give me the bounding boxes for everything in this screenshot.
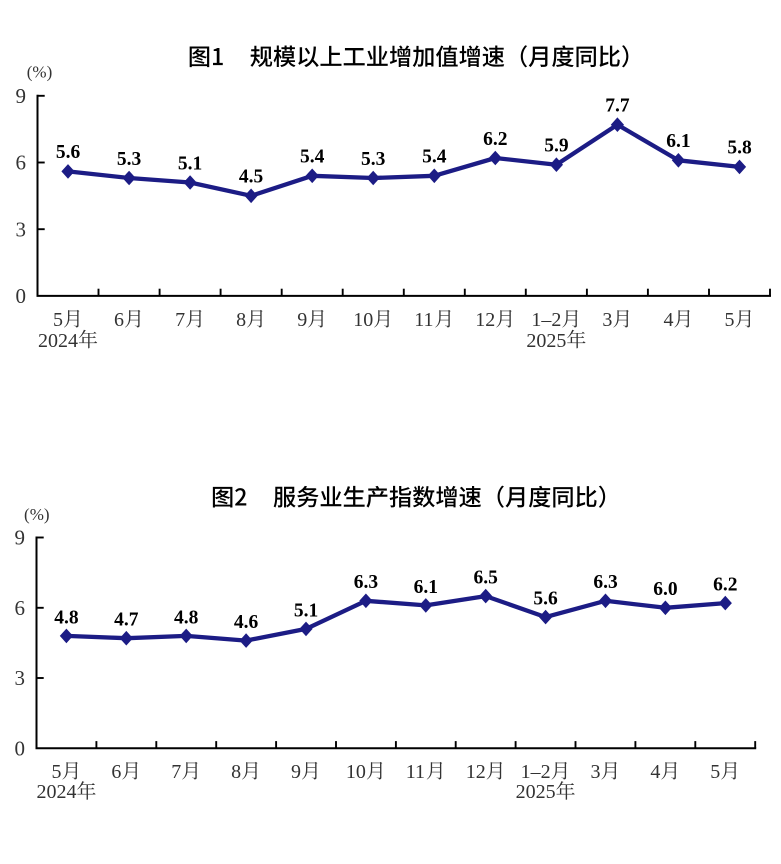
svg-text:6.3: 6.3 [593,572,618,593]
svg-text:8: 8 [231,761,241,783]
svg-text:5.4: 5.4 [422,147,447,168]
svg-text:6.2: 6.2 [483,129,507,150]
svg-text:7.7: 7.7 [605,96,630,117]
svg-text:6: 6 [114,309,124,331]
svg-text:2025: 2025 [526,330,566,352]
svg-text:7: 7 [171,761,181,783]
svg-text:5: 5 [710,761,720,783]
svg-text:9: 9 [297,309,307,331]
svg-text:1–2: 1–2 [521,761,551,783]
svg-text:6: 6 [16,151,27,175]
svg-text:5.3: 5.3 [361,149,386,170]
svg-text:2024: 2024 [38,330,78,352]
svg-text:7: 7 [175,309,185,331]
svg-text:6.0: 6.0 [653,579,677,600]
svg-text:4.6: 4.6 [234,612,259,633]
svg-text:9: 9 [15,526,26,550]
svg-text:6.1: 6.1 [666,131,690,152]
svg-text:4: 4 [663,309,673,331]
svg-text:2025: 2025 [516,781,556,803]
svg-text:6.1: 6.1 [414,577,438,598]
svg-text:1–2: 1–2 [531,309,561,331]
svg-text:6.3: 6.3 [354,572,379,593]
svg-text:0: 0 [16,284,27,308]
svg-text:12: 12 [475,309,495,331]
svg-text:3: 3 [16,217,27,241]
svg-text:10: 10 [346,761,366,783]
svg-text:9: 9 [16,84,27,108]
svg-text:11: 11 [406,761,425,783]
svg-text:4.8: 4.8 [174,607,199,628]
svg-text:5.1: 5.1 [178,153,202,174]
svg-text:6: 6 [111,761,121,783]
svg-text:0: 0 [15,736,26,760]
svg-text:5.4: 5.4 [300,147,325,168]
svg-text:5: 5 [724,309,734,331]
svg-text:6.2: 6.2 [713,575,737,596]
svg-text:(%): (%) [24,505,49,524]
svg-text:4.7: 4.7 [114,610,139,631]
svg-text:11: 11 [414,309,433,331]
svg-text:9: 9 [291,761,301,783]
svg-text:4: 4 [650,761,660,783]
svg-text:5.8: 5.8 [727,138,752,159]
svg-text:6.5: 6.5 [474,568,499,589]
svg-text:3: 3 [590,761,600,783]
svg-text:(%): (%) [27,62,52,81]
svg-text:5.6: 5.6 [533,589,558,610]
svg-text:5: 5 [51,761,61,783]
svg-text:5.6: 5.6 [56,142,81,163]
svg-text:4.8: 4.8 [54,607,79,628]
svg-text:6: 6 [15,596,26,620]
svg-text:3: 3 [602,309,612,331]
svg-text:8: 8 [236,309,246,331]
svg-text:5.1: 5.1 [294,600,318,621]
svg-text:3: 3 [15,666,26,690]
svg-text:5.3: 5.3 [117,149,142,170]
svg-text:12: 12 [466,761,486,783]
svg-text:5.9: 5.9 [544,136,569,157]
svg-text:10: 10 [353,309,373,331]
svg-text:5: 5 [53,309,63,331]
svg-text:4.5: 4.5 [239,167,264,188]
svg-text:2024: 2024 [36,781,76,803]
